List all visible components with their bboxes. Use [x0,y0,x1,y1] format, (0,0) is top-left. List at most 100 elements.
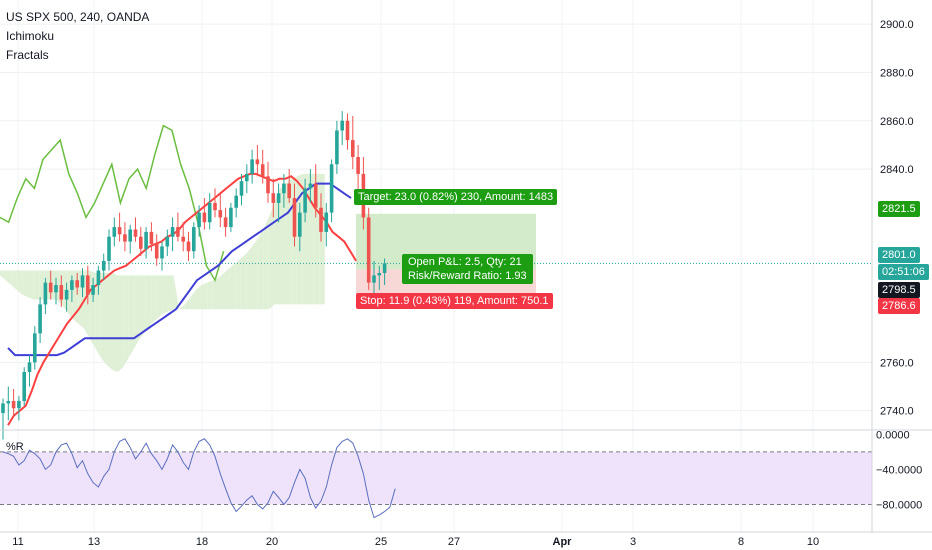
candle-body [303,188,307,213]
candle-body [218,210,223,218]
candle [223,207,228,237]
candle [80,268,85,298]
x-tick-label: 3 [630,536,636,548]
candle [86,265,90,305]
candle [91,277,95,302]
candle [1,398,5,440]
candle [266,161,270,203]
candle-body [170,227,175,237]
candle [356,144,360,194]
candle [372,260,376,295]
cloud-segment [5,270,12,286]
y-tick-label: 2840.0 [880,164,914,176]
time-axis: 11 13 18 20 25 27 Apr 3 8 10 [12,536,819,548]
candle-body [197,212,201,228]
candle [112,217,117,247]
candle-body [266,176,270,194]
candle-body [207,202,212,223]
cloud-segment [95,272,101,358]
ichimoku-cloud [0,173,325,373]
candle-body [27,362,32,373]
candle-body [202,212,207,223]
candle [139,227,143,257]
candle-body [64,289,69,300]
candle-body [356,157,360,174]
open-pnl-label[interactable]: Open P&L: 2.5, Qty: 21 Risk/Reward Ratio… [402,254,533,284]
candle [255,144,260,174]
candle [133,217,138,242]
candle-body [239,181,244,196]
candle [149,222,154,252]
candle-body [260,164,265,177]
cloud-segment [134,275,140,348]
candle-body [324,212,329,232]
candle [351,115,355,170]
candle [107,229,111,271]
cloud-segment [268,202,275,310]
candle [292,183,297,247]
wpr-tick-label: −40.0000 [876,464,922,476]
stop-label[interactable]: Stop: 11.9 (0.43%) 119, Amount: 750.1 [356,293,553,309]
x-tick-label: 13 [88,536,100,548]
candle-body [186,241,191,252]
x-tick-label: 27 [448,536,460,548]
candle [54,277,58,305]
x-tick-label: 11 [12,536,23,548]
cloud-segment [201,282,208,310]
cloud-segment [280,183,286,305]
candle [192,222,196,259]
cloud-segment [240,253,247,310]
candle [366,207,371,290]
candle-body [313,183,318,208]
candle [144,227,148,259]
y-tick-label: 2740.0 [880,406,914,418]
candle [319,193,323,242]
y-tick-label: 2860.0 [880,116,914,128]
x-tick-label: Apr [553,536,573,548]
cloud-segment [173,275,180,310]
candle [382,258,387,286]
candle [186,231,191,261]
candle-body [255,159,260,165]
candle-body [377,272,382,276]
cloud-segment [0,270,6,281]
candle [154,234,159,266]
candle [313,164,318,218]
candle [324,202,329,247]
symbol-title[interactable]: US SPX 500, 240, OANDA [6,10,150,24]
cloud-segment [319,173,325,305]
candle [123,222,127,252]
wpr-tick-label: 0.0000 [876,429,910,441]
candle-body [154,243,159,259]
candle [11,388,16,416]
candles[interactable] [1,111,387,440]
cloud-segment [22,270,28,298]
candle [59,275,64,307]
candle [329,159,334,223]
cloud-segment [61,270,68,312]
candle-body [287,183,291,199]
candle [202,198,207,230]
indicator-ichimoku[interactable]: Ichimoku [6,29,55,43]
candle-body [372,275,376,283]
candle [33,326,37,370]
candle-body [192,227,196,252]
candle [101,253,106,281]
candle [22,367,26,406]
candle-body [33,333,37,363]
candle-body [292,198,297,237]
candle-body [149,231,154,244]
target-label[interactable]: Target: 23.0 (0.82%) 230, Amount: 1483 [354,189,558,205]
cloud-segment [263,217,269,310]
cloud-segment [252,239,258,310]
indicator-fractals[interactable]: Fractals [6,48,49,62]
candle-body [139,236,143,249]
candle-body [308,183,313,189]
cloud-segment [112,272,118,373]
wpr-label[interactable]: %R [6,441,24,453]
candle [6,386,11,421]
chikou-span-line [0,124,225,283]
cloud-segment [196,285,202,310]
candle-body [48,282,53,293]
